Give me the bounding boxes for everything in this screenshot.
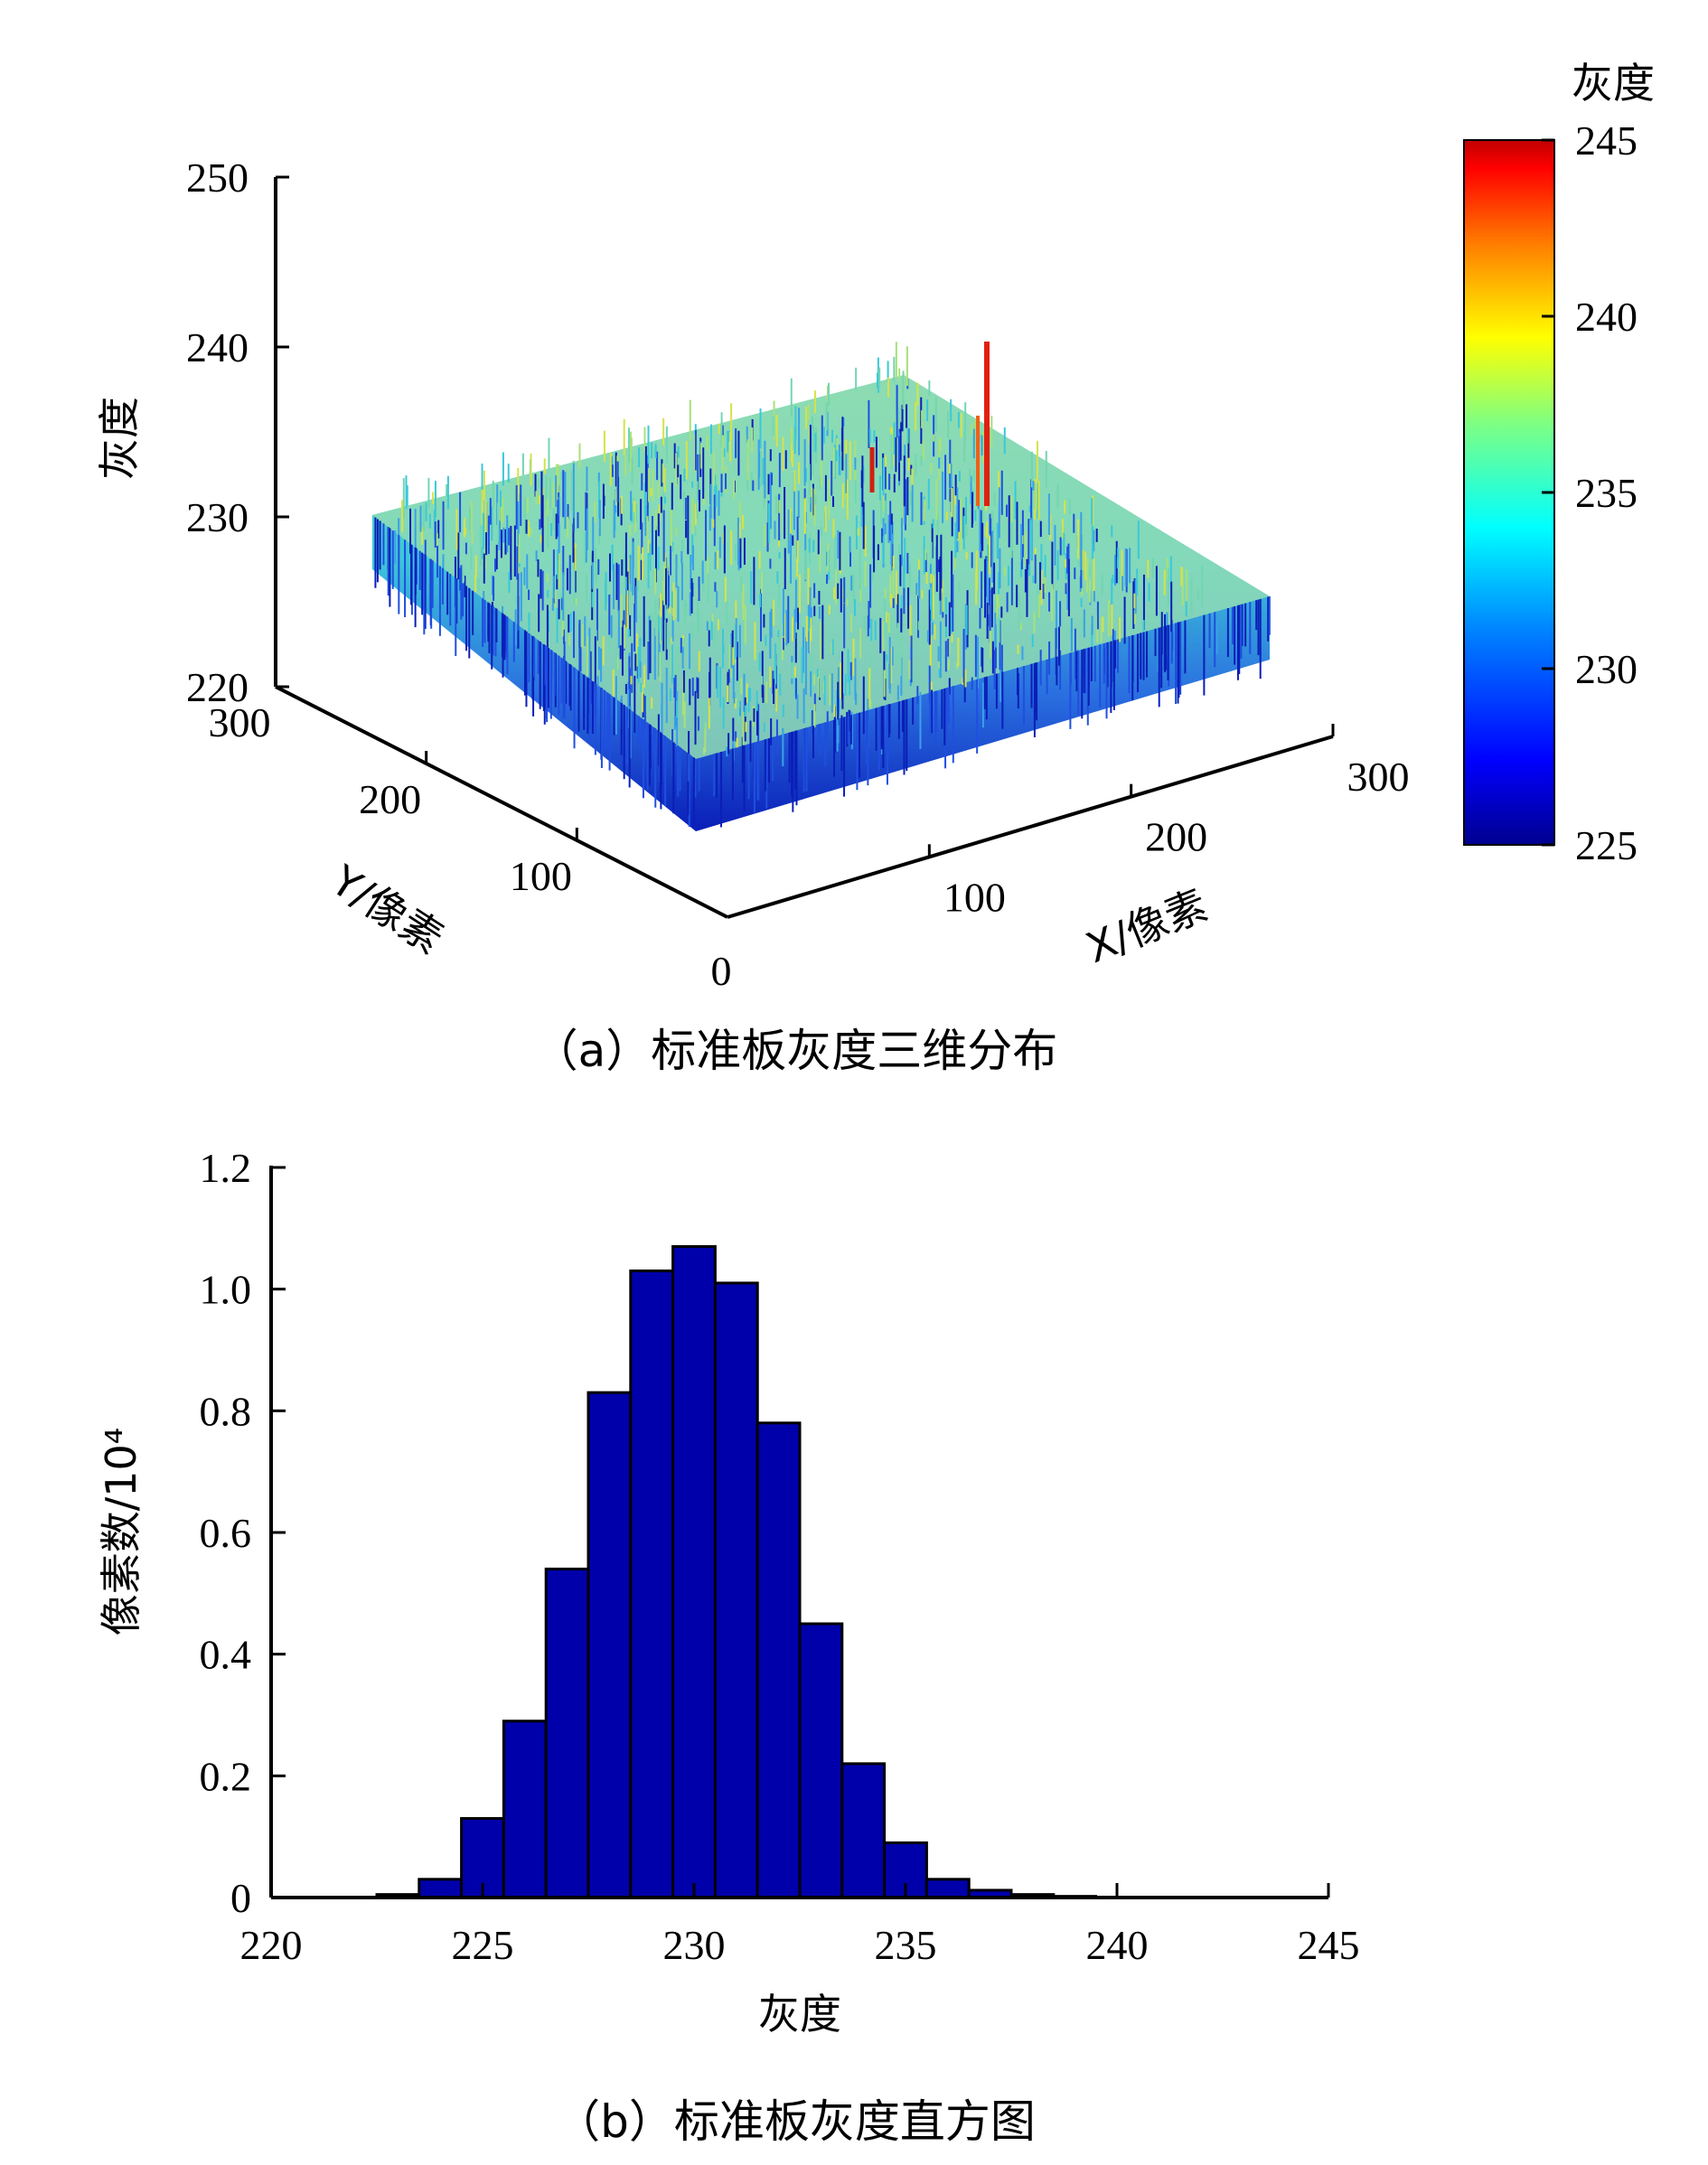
origin-tick-label: 0: [711, 948, 732, 994]
hist-y-axis-label: 像素数/10⁴: [97, 1428, 145, 1635]
histogram-bar: [544, 1567, 590, 1899]
hist-x-tick-label: 225: [452, 1922, 514, 1968]
hist-x-tick-label: 220: [240, 1922, 303, 1968]
x-tick-label: 100: [943, 874, 1006, 920]
x-axis-label: X/像素: [1079, 880, 1214, 972]
hist-y-tick-label: 0: [230, 1875, 251, 1921]
caption-a: （a）标准板灰度三维分布: [533, 1025, 1058, 1077]
surface-top: [372, 375, 1270, 759]
y-tick-label: 300: [209, 699, 271, 745]
hist-y-tick-label: 0.8: [200, 1388, 252, 1434]
hist-y-tick-label: 0.6: [200, 1510, 252, 1556]
histogram-bar: [671, 1245, 717, 1899]
colorbar-tick-label: 235: [1575, 470, 1638, 516]
x-axis: [727, 735, 1334, 919]
x-tick-label: 200: [1145, 814, 1207, 860]
hist-y-tick-label: 0.2: [200, 1753, 252, 1799]
z-tick-label: 240: [186, 324, 249, 370]
z-axis-label: 灰度: [95, 397, 144, 480]
histogram-bar: [840, 1762, 887, 1899]
gray-surface: [372, 342, 1271, 831]
colorbar-tick-label: 225: [1575, 822, 1638, 868]
y-axis: [275, 685, 728, 919]
colorbar-tick-label: 240: [1575, 294, 1638, 340]
hist-x-tick-label: 235: [875, 1922, 937, 1968]
z-tick-label: 250: [186, 155, 249, 201]
y-tick-label: 200: [359, 776, 421, 822]
histogram-bar: [755, 1421, 802, 1899]
y-axis-label: Y/像素: [322, 855, 452, 963]
histogram-bar: [502, 1720, 548, 1899]
hist-y-tick-label: 1.0: [200, 1267, 252, 1313]
hist-x-tick-label: 230: [663, 1922, 726, 1968]
histogram-bar: [629, 1269, 675, 1899]
hist-x-tick-label: 240: [1086, 1922, 1149, 1968]
hist-y-tick-label: 1.2: [200, 1145, 252, 1191]
histogram-panel: 0 0.2 0.4 0.6 0.8 1.0 1.2 220 225 230 235 240 245 灰…: [97, 1145, 1360, 2038]
histogram-bar: [418, 1878, 464, 1899]
hist-x-tick-label: 245: [1298, 1922, 1360, 1968]
y-tick-label: 100: [510, 853, 572, 899]
colorbar-title: 灰度: [1572, 59, 1655, 108]
colorbar: [1463, 139, 1555, 846]
histogram-bar: [924, 1878, 971, 1899]
z-tick-label: 220: [186, 664, 249, 710]
hist-x-axis-label: 灰度: [758, 1990, 841, 2038]
histogram-bar: [798, 1622, 844, 1899]
caption-b: （b）标准板灰度直方图: [555, 2095, 1036, 2148]
z-tick-label: 230: [186, 494, 249, 540]
x-tick-label: 300: [1347, 754, 1410, 800]
histogram-bar: [587, 1391, 633, 1899]
colorbar-tick-label: 230: [1575, 646, 1638, 692]
histogram-bar: [713, 1281, 759, 1899]
hist-y-tick-label: 0.4: [200, 1632, 252, 1678]
surface-panel: 250 240 230 220 300 200 100 100 200 300 0 灰度 Y/…: [95, 59, 1655, 994]
colorbar-tick-label: 245: [1575, 117, 1638, 164]
